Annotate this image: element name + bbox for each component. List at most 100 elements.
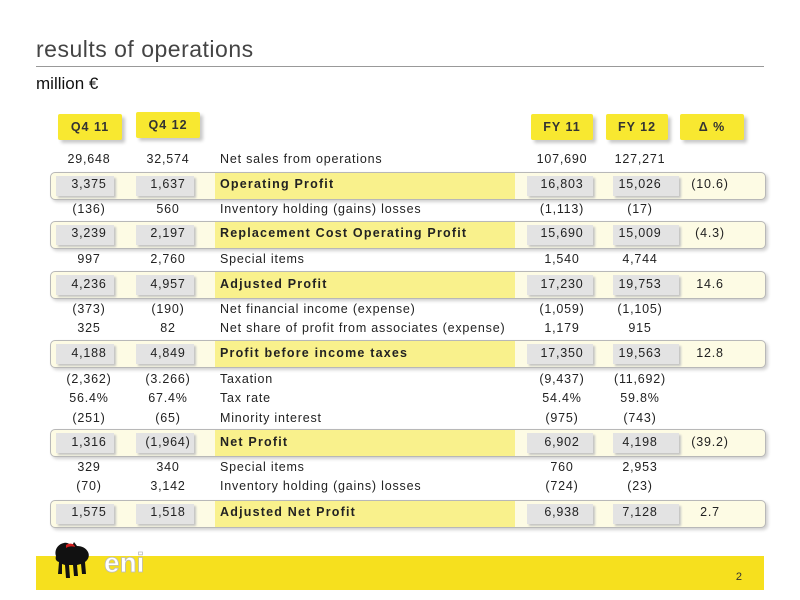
row-label: Inventory holding (gains) losses [220, 479, 422, 493]
cell-fy-11: 17,230 [540, 277, 584, 291]
cell-fy-12: 15,026 [618, 177, 662, 191]
cell-fy-11: (975) [545, 411, 579, 425]
cell-q4-11: 3,375 [71, 177, 107, 191]
cell-fy-12: 4,198 [622, 435, 658, 449]
band-net-profit [50, 429, 766, 457]
cell-q4-11: (251) [72, 411, 106, 425]
column-header-fy-12: FY 12 [606, 114, 668, 140]
cell-fy-11: 6,938 [544, 505, 580, 519]
cell-fy-12: 2,953 [622, 460, 658, 474]
band-operating-profit [50, 172, 766, 200]
cell-fy-11: 1,540 [544, 252, 580, 266]
cell-delta: (4.3) [695, 226, 725, 240]
cell-fy-11: 1,179 [544, 321, 580, 335]
page-number: 2 [735, 571, 742, 583]
cell-q4-11: 4,188 [71, 346, 107, 360]
cell-q4-12: 1,518 [150, 505, 186, 519]
row-label: Taxation [220, 372, 273, 386]
row-label: Minority interest [220, 411, 322, 425]
cell-q4-11: 997 [77, 252, 101, 266]
band-adjusted-profit [50, 271, 766, 299]
cell-q4-11: (136) [72, 202, 106, 216]
cell-fy-12: 19,753 [618, 277, 662, 291]
cell-q4-12: 3,142 [150, 479, 186, 493]
cell-q4-12: 82 [160, 321, 176, 335]
cell-q4-12: (190) [151, 302, 185, 316]
row-label: Net financial income (expense) [220, 302, 416, 316]
cell-fy-11: 17,350 [540, 346, 584, 360]
cell-fy-12: 19,563 [618, 346, 662, 360]
cell-q4-12: (1,964) [145, 435, 191, 449]
title-rule [36, 66, 764, 67]
cell-q4-11: 1,575 [71, 505, 107, 519]
row-label: Inventory holding (gains) losses [220, 202, 422, 216]
page-title: results of operations [36, 36, 254, 62]
cell-fy-11: 54.4% [542, 391, 582, 405]
cell-fy-11: 6,902 [544, 435, 580, 449]
row-label: Adjusted Profit [220, 277, 328, 291]
cell-q4-11: 4,236 [71, 277, 107, 291]
cell-fy-12: 7,128 [622, 505, 658, 519]
cell-fy-11: 760 [550, 460, 574, 474]
cell-q4-12: 2,760 [150, 252, 186, 266]
cell-fy-11: 15,690 [540, 226, 584, 240]
cell-fy-11: (9,437) [539, 372, 585, 386]
row-label: Special items [220, 460, 305, 474]
cell-q4-12: 340 [156, 460, 180, 474]
cell-q4-12: 67.4% [148, 391, 188, 405]
eni-logo: eni [55, 542, 145, 578]
cell-q4-11: 329 [77, 460, 101, 474]
column-header-fy-11: FY 11 [531, 114, 593, 140]
cell-q4-11: (373) [72, 302, 106, 316]
cell-fy-12: (1,105) [617, 302, 663, 316]
row-label: Profit before income taxes [220, 346, 409, 360]
column-header-q4-11: Q4 11 [58, 114, 122, 140]
cell-q4-12: 2,197 [150, 226, 186, 240]
cell-fy-11: (1,113) [539, 202, 585, 216]
cell-q4-11: (2,362) [66, 372, 112, 386]
footer-bar [36, 556, 764, 590]
cell-fy-12: 915 [628, 321, 652, 335]
row-label: Net share of profit from associates (exp… [220, 321, 506, 335]
cell-fy-12: (23) [627, 479, 653, 493]
cell-q4-11: 56.4% [69, 391, 109, 405]
cell-fy-12: 127,271 [614, 152, 666, 166]
row-label: Adjusted Net Profit [220, 505, 356, 519]
column-header-delta: Δ % [680, 114, 744, 140]
cell-q4-12: 4,849 [150, 346, 186, 360]
eni-logo-text: eni [104, 547, 144, 578]
cell-fy-11: 107,690 [536, 152, 588, 166]
row-label: Special items [220, 252, 305, 266]
row-label: Operating Profit [220, 177, 335, 191]
cell-q4-11: 325 [77, 321, 101, 335]
cell-delta: 14.6 [696, 277, 724, 291]
cell-q4-11: 29,648 [67, 152, 111, 166]
cell-q4-12: 1,637 [150, 177, 186, 191]
band-profit-before-taxes [50, 340, 766, 368]
column-header-q4-12: Q4 12 [136, 112, 200, 138]
cell-fy-12: (11,692) [613, 372, 667, 386]
cell-q4-11: 3,239 [71, 226, 107, 240]
cell-q4-12: (3.266) [145, 372, 191, 386]
cell-fy-11: (724) [545, 479, 579, 493]
cell-fy-12: 59.8% [620, 391, 660, 405]
row-label: Net sales from operations [220, 152, 383, 166]
cell-fy-12: 4,744 [622, 252, 658, 266]
cell-delta: 12.8 [696, 346, 724, 360]
cell-q4-12: 4,957 [150, 277, 186, 291]
cell-fy-12: (743) [623, 411, 657, 425]
row-label: Tax rate [220, 391, 271, 405]
cell-q4-11: (70) [76, 479, 102, 493]
cell-fy-11: 16,803 [540, 177, 584, 191]
cell-fy-11: (1,059) [539, 302, 585, 316]
page-subtitle: million € [36, 74, 99, 93]
cell-delta: (39.2) [691, 435, 729, 449]
cell-q4-11: 1,316 [71, 435, 107, 449]
cell-fy-12: (17) [627, 202, 653, 216]
cell-delta: (10.6) [691, 177, 729, 191]
band-replacement-cost [50, 221, 766, 249]
cell-fy-12: 15,009 [618, 226, 662, 240]
row-label: Net Profit [220, 435, 289, 449]
cell-q4-12: (65) [155, 411, 181, 425]
row-label: Replacement Cost Operating Profit [220, 226, 468, 240]
